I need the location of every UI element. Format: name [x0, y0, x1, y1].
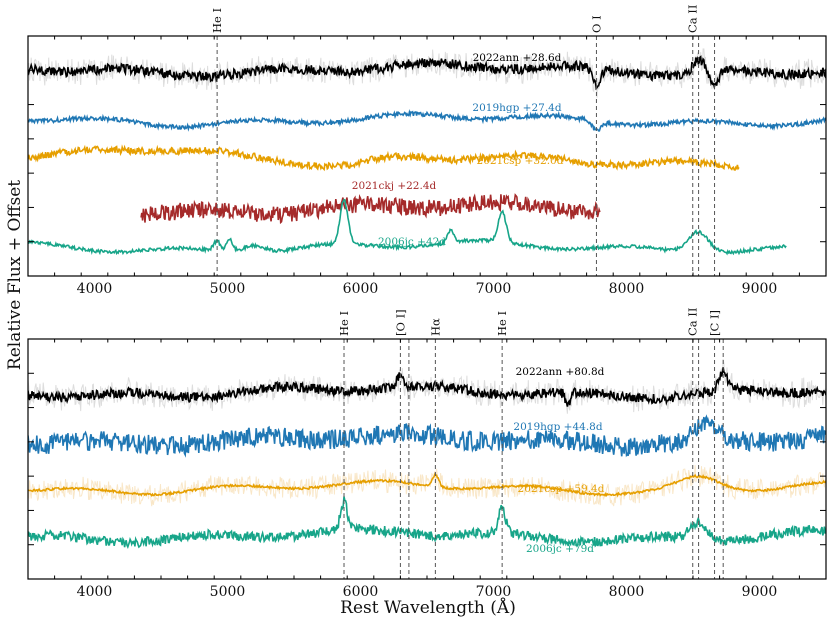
- x-tick-label-1-4000: 4000: [77, 584, 113, 600]
- line-marker-label-1-3: Hα: [428, 318, 442, 336]
- spectrum-line-1-1: [28, 414, 826, 458]
- spectrum-label-1-3: 2006jc +79d: [526, 543, 594, 555]
- spectrum-line-0-1: [28, 108, 826, 132]
- line-marker-label-1-0: He I: [337, 311, 351, 336]
- x-tick-label-1-9000: 9000: [742, 584, 778, 600]
- spectrum-line-1-2: [28, 472, 826, 498]
- x-tick-label-0-7000: 7000: [476, 281, 512, 297]
- spectrum-label-1-0: 2022ann +80.8d: [516, 366, 605, 378]
- x-tick-label-1-5000: 5000: [210, 584, 246, 600]
- line-marker-label-1-5: Ca II: [686, 308, 700, 336]
- x-tick-label-1-7000: 7000: [476, 584, 512, 600]
- x-tick-label-1-8000: 8000: [609, 584, 645, 600]
- spectrum-label-0-1: 2019hgp +27.4d: [472, 102, 561, 114]
- x-tick-label-0-5000: 5000: [210, 281, 246, 297]
- line-marker-label-0-1: O I: [589, 15, 603, 33]
- spectrum-label-0-3: 2021ckj +22.4d: [352, 180, 437, 192]
- spectrum-line-0-0: [28, 55, 826, 91]
- spectrum-line-0-2: [28, 144, 740, 172]
- spectrum-line-0-4: [28, 198, 787, 256]
- spectrum-line-1-0: [28, 367, 826, 407]
- spectrum-label-0-4: 2006jc +42d: [378, 236, 446, 248]
- line-marker-label-1-7: [C I]: [708, 310, 722, 336]
- line-marker-label-1-4: He I: [495, 311, 509, 336]
- spectrum-label-0-2: 2021csp +32.0d: [477, 155, 564, 167]
- x-axis-title: Rest Wavelength (Å): [340, 597, 516, 618]
- spectrum-line-0-3: [140, 193, 601, 225]
- y-axis-title: Relative Flux + Offset: [5, 180, 25, 370]
- x-tick-label-0-4000: 4000: [77, 281, 113, 297]
- x-tick-label-0-6000: 6000: [343, 281, 379, 297]
- spectrum-line-1-3: [28, 496, 826, 549]
- line-marker-label-0-0: He I: [210, 8, 224, 33]
- x-tick-label-0-9000: 9000: [742, 281, 778, 297]
- line-marker-label-0-2: Ca II: [686, 5, 700, 33]
- spectrum-label-1-2: 2021csp +59.4d: [518, 483, 605, 495]
- spectrum-label-1-1: 2019hgp +44.8d: [513, 421, 602, 433]
- line-marker-label-1-1: [O I]: [393, 309, 407, 336]
- x-tick-label-0-8000: 8000: [609, 281, 645, 297]
- x-tick-label-1-6000: 6000: [343, 584, 379, 600]
- spectrum-label-0-0: 2022ann +28.6d: [473, 52, 562, 64]
- panel-frame-1: [27, 338, 827, 580]
